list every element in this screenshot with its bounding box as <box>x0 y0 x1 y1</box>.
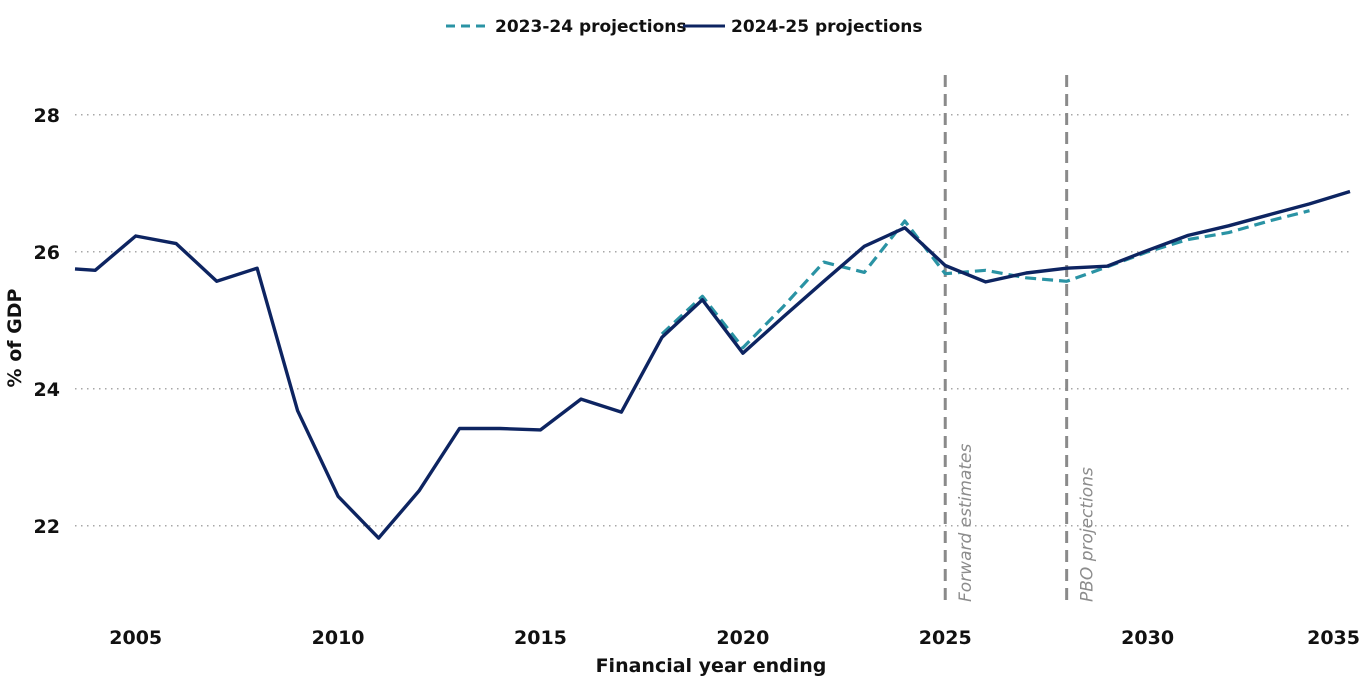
point-0-2019 <box>701 295 703 297</box>
point-0-2023 <box>863 271 865 273</box>
marker-label-1: PBO projections <box>1078 467 1098 602</box>
point-1-2009 <box>296 410 298 412</box>
point-1-2017 <box>620 411 622 413</box>
point-0-2024 <box>904 220 906 222</box>
point-1-2023 <box>863 245 865 247</box>
grid-layer <box>75 114 1350 527</box>
tick-layer: 22 24 26 28 2005 2010 2015 2020 2025 2030 2035 <box>34 105 1360 649</box>
point-1-2011 <box>377 537 379 539</box>
x-tick-2010: 2010 <box>312 627 365 649</box>
point-1-2032 <box>1227 225 1229 227</box>
y-tick-24: 24 <box>34 379 60 401</box>
point-1-2026 <box>985 281 987 283</box>
legend-label-2024-25: 2024-25 projections <box>731 17 922 37</box>
point-1-2031 <box>1187 234 1189 236</box>
point-0-2028 <box>1066 280 1068 282</box>
point-1-2029 <box>1106 265 1108 267</box>
point-1-2027 <box>1025 272 1027 274</box>
point-1-2012 <box>418 490 420 492</box>
point-1-2028 <box>1066 267 1068 269</box>
point-1-2008 <box>256 267 258 269</box>
point-0-2025 <box>944 273 946 275</box>
x-tick-2030: 2030 <box>1121 627 1174 649</box>
y-axis-title: % of GDP <box>4 288 26 387</box>
series-line-2024-25-projections <box>74 189 1351 540</box>
series-layer <box>74 189 1351 540</box>
point-1-2006 <box>175 242 177 244</box>
x-axis-title: Financial year ending <box>596 655 827 677</box>
x-tick-2020: 2020 <box>716 627 769 649</box>
point-1-2025 <box>944 264 946 266</box>
legend-label-2023-24: 2023-24 projections <box>495 17 686 37</box>
point-1-2019 <box>701 299 703 301</box>
point-1-2013 <box>458 427 460 429</box>
point-1-2005 <box>135 235 137 237</box>
series-line-2023-24-projections <box>660 209 1310 350</box>
legend-item-2024-25: 2024-25 projections <box>683 17 922 37</box>
point-0-2031 <box>1187 238 1189 240</box>
point-0-2021 <box>782 305 784 307</box>
point-1-2035 <box>1349 190 1351 192</box>
point-1-2034 <box>1308 203 1310 205</box>
point-1-2030 <box>1146 249 1148 251</box>
x-tick-2025: 2025 <box>919 627 972 649</box>
point-0-2026 <box>985 269 987 271</box>
y-tick-26: 26 <box>34 242 60 264</box>
x-tick-2015: 2015 <box>514 627 567 649</box>
point-1-2020 <box>742 352 744 354</box>
point-1-2007 <box>216 280 218 282</box>
x-tick-2035: 2035 <box>1307 627 1360 649</box>
legend-item-2023-24: 2023-24 projections <box>446 17 686 37</box>
y-tick-22: 22 <box>34 516 60 538</box>
point-0-2027 <box>1025 277 1027 279</box>
point-0-2034 <box>1308 210 1310 212</box>
marker-label-0: Forward estimates <box>956 444 976 602</box>
point-1-2010 <box>337 495 339 497</box>
marker-layer: Forward estimates PBO projections <box>943 75 1098 602</box>
point-0-2022 <box>823 261 825 263</box>
point-1-2021 <box>782 316 784 318</box>
point-0-2020 <box>742 347 744 349</box>
point-1-2004 <box>94 269 96 271</box>
y-tick-28: 28 <box>34 105 60 127</box>
legend: 2023-24 projections 2024-25 projections <box>446 17 922 37</box>
point-1-2022 <box>823 280 825 282</box>
point-1-2024 <box>904 227 906 229</box>
point-0-2032 <box>1227 231 1229 233</box>
point-1-2015 <box>539 429 541 431</box>
point-0-2033 <box>1268 220 1270 222</box>
point-1-2016 <box>580 398 582 400</box>
point-1-2018 <box>661 336 663 338</box>
point-1-2033 <box>1268 214 1270 216</box>
point-1-2014 <box>499 427 501 429</box>
x-tick-2005: 2005 <box>109 627 162 649</box>
point-1-2003.5 <box>74 268 76 270</box>
